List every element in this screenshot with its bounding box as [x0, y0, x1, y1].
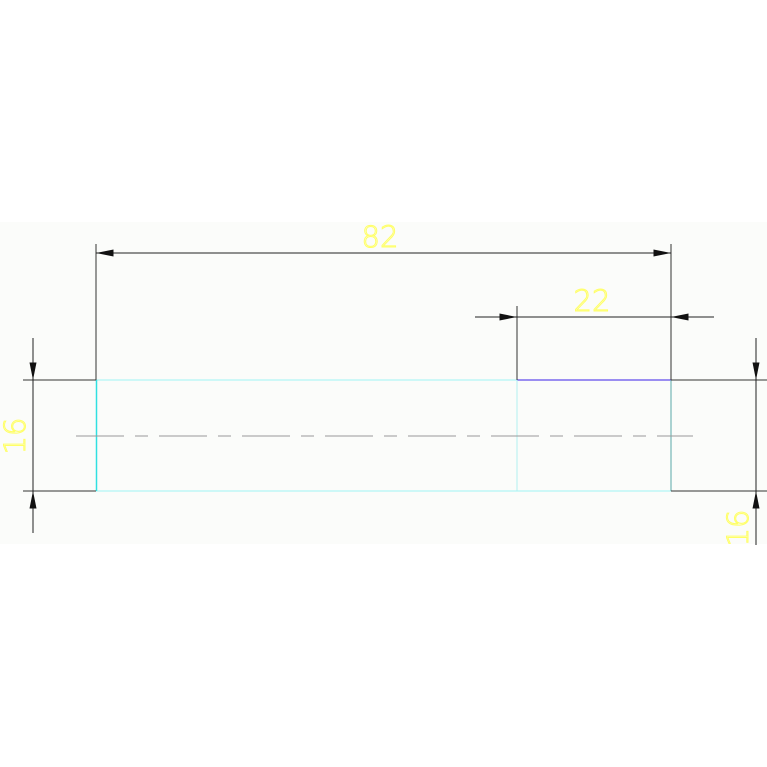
dimension-step-length: 22	[475, 284, 714, 321]
dimension-text-22: 22	[574, 284, 611, 318]
dimension-left-height: 16	[0, 338, 37, 533]
dimension-text-82: 82	[362, 220, 399, 254]
dimension-text-16-right: 16	[721, 510, 755, 547]
drawing-area	[0, 222, 767, 544]
dimension-overall-length: 82	[96, 220, 671, 257]
dimension-text-16-left: 16	[0, 418, 32, 455]
dimension-right-height: 16	[721, 338, 760, 547]
